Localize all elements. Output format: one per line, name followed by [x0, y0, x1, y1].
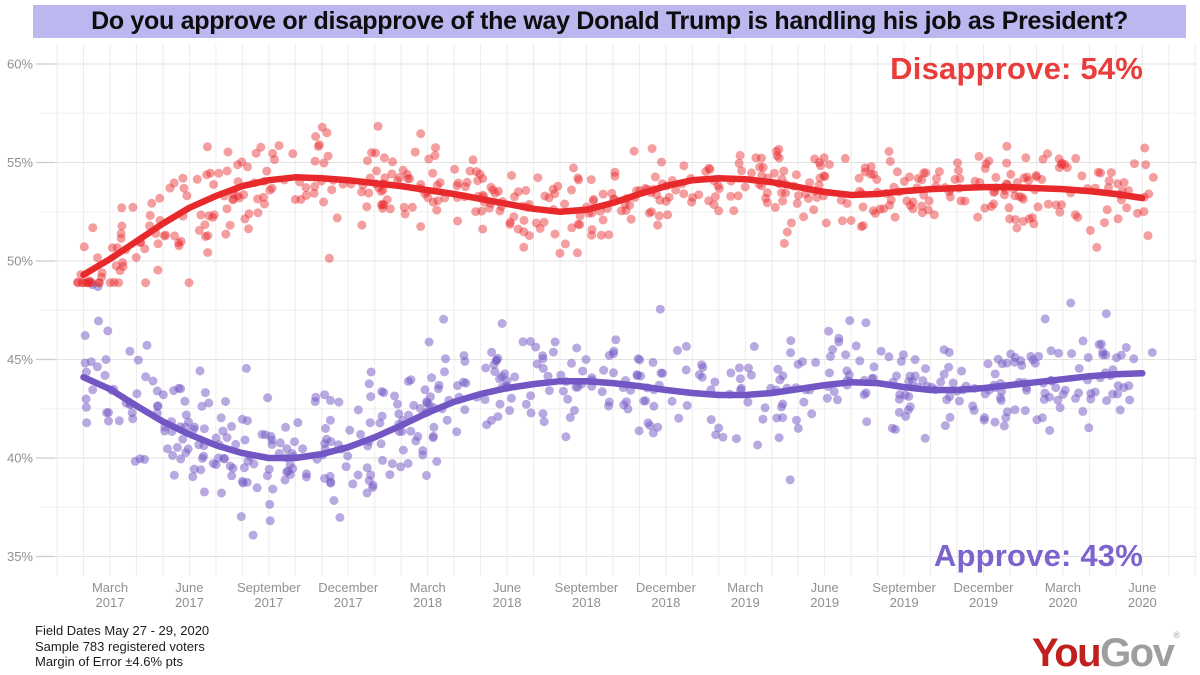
x-tick-month: September [872, 580, 936, 595]
field-dates-note: Field Dates May 27 - 29, 2020 [35, 623, 210, 638]
logo-gov-text: Gov [1100, 631, 1175, 675]
x-tick-month: December [636, 580, 697, 595]
x-tick-year: 2019 [969, 595, 998, 610]
y-tick-label: 40% [7, 451, 33, 466]
sample-size-note: Sample 783 registered voters [35, 638, 205, 654]
x-tick-year: 2017 [334, 595, 363, 610]
x-tick-month: December [954, 580, 1015, 595]
x-tick-year: 2018 [413, 595, 442, 610]
margin-of-error-note: Margin of Error ±4.6% pts [35, 654, 184, 669]
disapprove-trend-line [80, 174, 1146, 279]
logo-you-text: You [1031, 631, 1102, 675]
y-tick-label: 35% [7, 549, 33, 564]
footer-notes: Field Dates May 27 - 29, 2020 Sample 783… [35, 623, 209, 670]
registered-trademark-icon: ® [1173, 630, 1180, 640]
disapprove-annotation: Disapprove: 54% [890, 51, 1143, 86]
x-tick-month: March [1045, 580, 1081, 595]
x-tick-month: March [727, 580, 763, 595]
x-tick-month: March [410, 580, 446, 595]
x-tick-year: 2019 [890, 595, 919, 610]
x-tick-month: September [555, 580, 619, 595]
approve-trend-line [80, 370, 1146, 462]
approve-annotation: Approve: 43% [933, 538, 1143, 573]
x-tick-year: 2018 [651, 595, 680, 610]
approve-scatter-points [80, 280, 1157, 540]
y-axis-labels: 60% 55% 50% 45% 40% 35% [7, 57, 33, 565]
x-tick-month: June [1128, 580, 1156, 595]
x-tick-year: 2017 [96, 595, 125, 610]
trend-lines [80, 174, 1146, 462]
y-tick-label: 55% [7, 155, 33, 170]
y-tick-label: 50% [7, 254, 33, 269]
y-tick-label: 60% [7, 57, 33, 72]
y-tick-label: 45% [7, 352, 33, 367]
x-tick-year: 2020 [1128, 595, 1157, 610]
x-tick-year: 2017 [175, 595, 204, 610]
x-tick-year: 2020 [1048, 595, 1077, 610]
x-tick-year: 2017 [254, 595, 283, 610]
x-tick-month: June [493, 580, 521, 595]
x-tick-year: 2019 [731, 595, 760, 610]
yougov-logo: YouGov® [1032, 630, 1180, 675]
x-tick-year: 2018 [572, 595, 601, 610]
x-tick-month: September [237, 580, 301, 595]
x-tick-month: December [318, 580, 379, 595]
horizontal-gridlines [36, 63, 1197, 558]
x-tick-month: June [811, 580, 839, 595]
x-axis-labels: March2017June2017September2017December20… [92, 580, 1157, 610]
x-tick-year: 2018 [493, 595, 522, 610]
x-tick-month: June [175, 580, 203, 595]
chart-title: Do you approve or disapprove of the way … [33, 5, 1186, 38]
x-tick-month: March [92, 580, 128, 595]
x-tick-year: 2019 [810, 595, 839, 610]
